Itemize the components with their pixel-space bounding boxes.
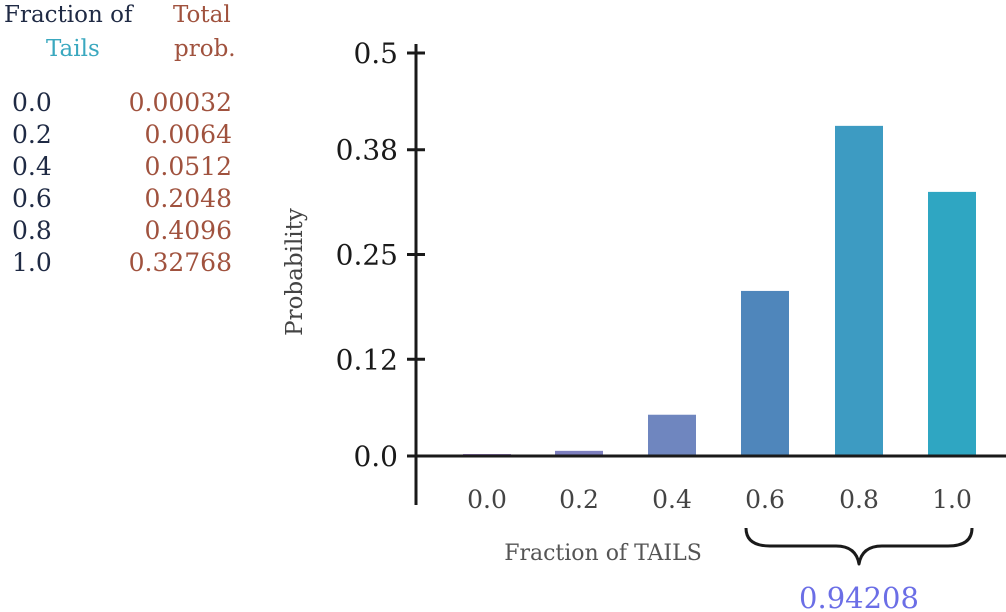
row-fraction: 0.8 [12, 216, 52, 245]
x-tick-label: 0.0 [467, 485, 507, 514]
bar-0.2 [555, 450, 603, 456]
row-fraction: 0.2 [12, 120, 52, 149]
x-tick-label: 0.4 [652, 485, 692, 514]
y-tick-label: 0.5 [353, 37, 398, 70]
y-tick-label: 0.25 [336, 239, 398, 272]
row-prob: 0.0512 [144, 152, 232, 181]
y-axis-label: Probability [282, 208, 308, 336]
row-prob: 0.4096 [144, 216, 232, 245]
row-fraction: 0.4 [12, 152, 52, 181]
x-tick-label: 0.8 [839, 485, 879, 514]
header-fraction-line2: Tails [46, 36, 100, 62]
row-prob: 0.0064 [144, 120, 232, 149]
sum-brace [744, 527, 974, 566]
header-prob-line2: prob. [174, 36, 236, 62]
x-tick-label: 0.6 [745, 485, 785, 514]
bar-0.8 [835, 125, 883, 456]
brace-sum-label: 0.94208 [799, 581, 919, 612]
x-tick-label: 0.2 [559, 485, 599, 514]
header-fraction-line1: Fraction of [4, 2, 133, 28]
x-axis-label: Fraction of TAILS [504, 541, 702, 566]
row-fraction: 0.6 [12, 184, 52, 213]
row-fraction: 0.0 [12, 88, 52, 117]
row-fraction: 1.0 [12, 248, 52, 277]
y-tick-label: 0.38 [336, 134, 398, 167]
row-prob: 0.2048 [144, 184, 232, 213]
x-tick-label: 1.0 [932, 485, 972, 514]
bar-1.0 [928, 191, 976, 456]
y-tick-label: 0.12 [336, 343, 398, 376]
y-tick-label: 0.0 [353, 440, 398, 473]
row-prob: 0.32768 [128, 248, 232, 277]
row-prob: 0.00032 [128, 88, 232, 117]
bar-0.4 [648, 414, 696, 456]
probability-table: Fraction of Tails Total prob. 0.0 0.0003… [0, 0, 270, 300]
header-prob-line1: Total [173, 2, 231, 28]
bar-0.6 [741, 290, 789, 456]
